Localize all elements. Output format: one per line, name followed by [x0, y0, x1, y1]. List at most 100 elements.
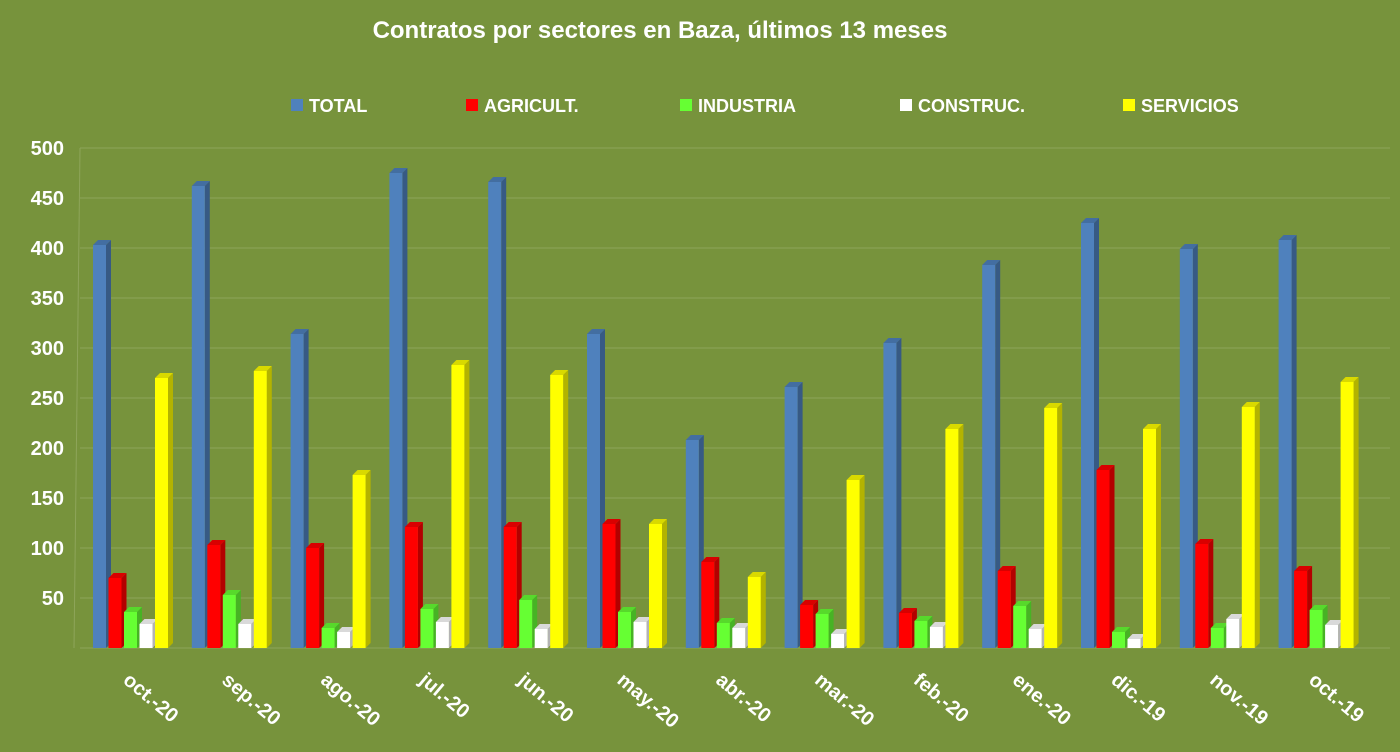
bar-industria-dic.-19: [1112, 627, 1130, 648]
bar-top: [451, 360, 470, 365]
bar-top: [1112, 627, 1130, 632]
bar-industria-mar.-20: [815, 609, 834, 648]
bar-construc-jul.-20: [435, 617, 454, 648]
bar-top: [929, 622, 948, 627]
bar-face: [716, 623, 730, 648]
bar-face: [1143, 429, 1156, 648]
bar-agricult-jun.-20: [503, 522, 522, 648]
bar-top: [108, 573, 127, 578]
bar-face: [1081, 223, 1094, 648]
legend-label: INDUSTRIA: [698, 96, 796, 116]
bar-top: [716, 618, 735, 623]
bar-side: [662, 519, 667, 648]
bar-total-nov.-19: [1179, 244, 1198, 648]
bar-construc-may.-20: [633, 617, 652, 648]
bar-face: [1044, 408, 1058, 648]
bar-industria-jul.-20: [420, 604, 439, 648]
bar-face: [997, 571, 1011, 648]
bar-face: [784, 387, 798, 648]
bar-top: [550, 370, 569, 375]
bar-top: [337, 627, 356, 632]
bar-top: [685, 435, 704, 440]
bar-top: [1294, 566, 1313, 571]
y-tick-label: 500: [31, 138, 64, 160]
bar-construc-ago.-20: [337, 627, 356, 648]
bar-side: [365, 470, 371, 648]
bar-face: [337, 632, 351, 648]
x-tick-label: feb.-20: [909, 669, 973, 727]
x-tick-label: nov.-19: [1206, 669, 1273, 730]
bar-face: [1096, 470, 1110, 648]
y-tick-label: 200: [31, 438, 64, 460]
bar-servicios-oct.-19: [1340, 377, 1359, 648]
bar-servicios-abr.-20: [747, 572, 766, 648]
bar-top: [503, 522, 522, 527]
bar-industria-oct.-20: [124, 607, 142, 648]
bar-top: [139, 619, 158, 624]
bar-face: [488, 182, 502, 648]
bar-top: [618, 607, 636, 612]
bar-top: [831, 629, 850, 634]
bar-industria-sep.-20: [222, 590, 241, 648]
bar-agricult-dic.-19: [1096, 465, 1115, 648]
bar-side: [995, 260, 1001, 648]
bar-construc-feb.-20: [929, 622, 948, 648]
bar-total-ago.-20: [290, 329, 309, 648]
bar-top: [306, 543, 325, 548]
bar-side: [1156, 424, 1161, 648]
bar-top: [191, 181, 210, 186]
bar-top: [238, 619, 257, 624]
bar-top: [997, 566, 1016, 571]
bar-agricult-mar.-20: [800, 600, 819, 648]
bar-agricult-jul.-20: [404, 522, 423, 648]
bar-side: [204, 181, 210, 648]
bar-top: [1309, 605, 1328, 610]
bar-servicios-feb.-20: [945, 424, 964, 648]
bar-side: [106, 240, 111, 648]
bar-top: [1143, 424, 1161, 429]
bar-face: [290, 334, 304, 648]
x-tick-label: jun.-20: [513, 668, 577, 727]
bar-top: [846, 475, 865, 480]
bar-top: [701, 557, 720, 562]
bar-face: [602, 524, 616, 648]
bar-construc-oct.-19: [1325, 620, 1344, 648]
bar-top: [732, 623, 751, 628]
bar-construc-jun.-20: [534, 624, 553, 648]
bar-industria-may.-20: [618, 607, 636, 648]
bar-top: [155, 373, 173, 378]
bar-top: [815, 609, 834, 614]
bar-face: [587, 334, 600, 648]
bar-side: [319, 543, 325, 648]
bar-total-sep.-20: [191, 181, 210, 648]
bar-face: [1210, 628, 1224, 648]
legend: TOTAL AGRICULT. INDUSTRIA CONSTRUC. SERVICIO…: [291, 96, 1239, 116]
bar-agricult-oct.-19: [1294, 566, 1313, 648]
bar-agricult-may.-20: [602, 519, 621, 648]
bar-top: [124, 607, 142, 612]
bar-face: [451, 365, 465, 648]
bar-top: [602, 519, 621, 524]
bar-face: [389, 173, 403, 648]
bar-top: [1195, 539, 1214, 544]
bar-face: [800, 605, 814, 648]
bar-industria-abr.-20: [716, 618, 735, 648]
bar-face: [945, 429, 959, 648]
bar-face: [1112, 632, 1125, 648]
bar-top: [1044, 403, 1063, 408]
bar-side: [1291, 235, 1297, 648]
bar-face: [352, 475, 366, 648]
bar-servicios-ago.-20: [352, 470, 371, 648]
bar-industria-ago.-20: [321, 623, 340, 648]
y-tick-label: 250: [31, 388, 64, 410]
bar-top: [352, 470, 371, 475]
bar-face: [108, 578, 122, 648]
chart-title: Contratos por sectores en Baza, últimos …: [373, 17, 948, 44]
bar-face: [898, 613, 912, 648]
bar-face: [1309, 610, 1323, 648]
bar-face: [747, 577, 761, 648]
bar-face: [1340, 382, 1354, 648]
legend-label: TOTAL: [309, 96, 367, 116]
y-tick-label: 300: [31, 338, 64, 360]
